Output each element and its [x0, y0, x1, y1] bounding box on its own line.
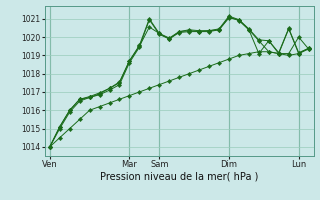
- X-axis label: Pression niveau de la mer( hPa ): Pression niveau de la mer( hPa ): [100, 172, 258, 182]
